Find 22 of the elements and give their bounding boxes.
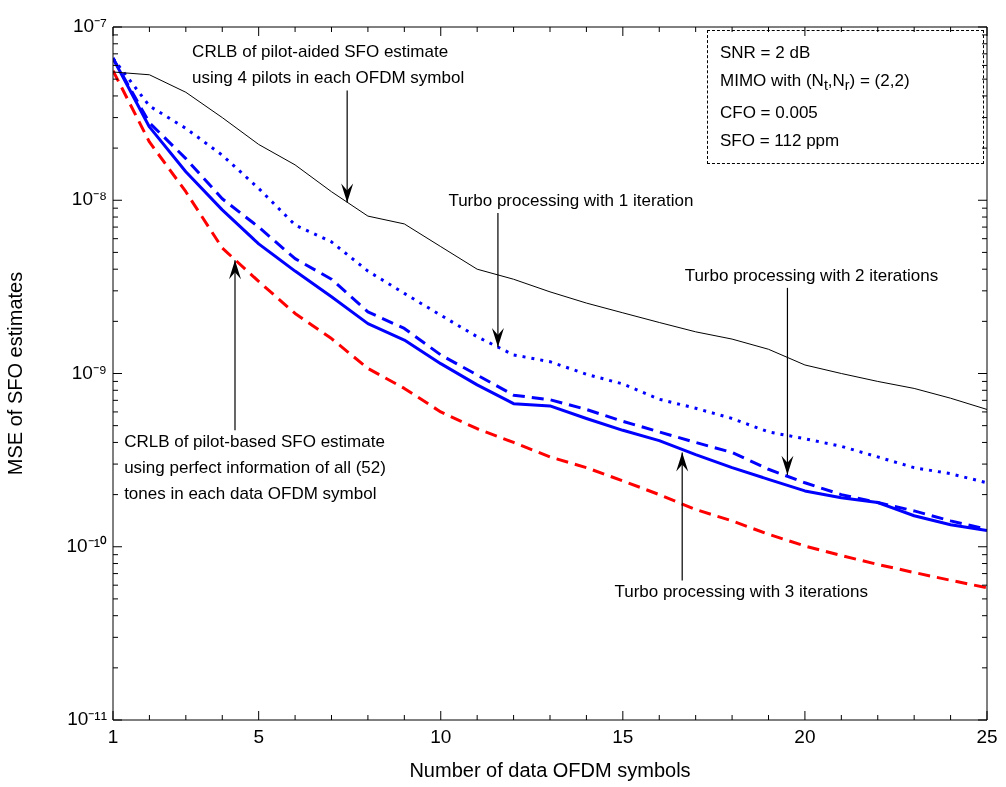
y-tick-label: 10⁻¹¹ [67,708,107,730]
y-tick-label: 10⁻⁹ [71,361,107,383]
y-axis-title: MSE of SFO estimates [3,271,26,476]
x-tick-label: 15 [612,725,634,747]
x-tick-label: 10 [430,725,452,747]
annotation: Turbo processing with 1 iteration [448,190,694,210]
x-tick-label: 25 [976,725,998,747]
x-tick-label: 5 [253,725,264,747]
annotation: SNR = 2 dB [720,42,812,64]
annotation: Turbo processing with 3 iterations [614,582,868,602]
x-tick-label: 20 [794,725,816,747]
annotation: CRLB of pilot-based SFO estimate using perfect information of all (52) tones in each data OFDM symbol [124,432,386,504]
annotation: CFO = 0.005 [720,102,819,125]
y-tick-label: 10⁻⁷ [72,15,108,37]
y-tick-label: 10⁻⁸ [71,188,107,210]
x-tick-label: 1 [107,725,119,747]
annotation: MIMO with (N$_{t}$,N$_{r}$) = (2,2) [720,70,911,96]
annotation: CRLB of pilot-aided SFO estimate using 4 pilots in each OFDM symbol [192,42,465,88]
annotation: SFO = 112 ppm [720,130,841,153]
x-axis-title: Number of data OFDM symbols [409,758,691,781]
y-tick-label: 10⁻¹⁰ [66,534,107,556]
annotation: Turbo processing with 2 iterations [684,265,939,285]
